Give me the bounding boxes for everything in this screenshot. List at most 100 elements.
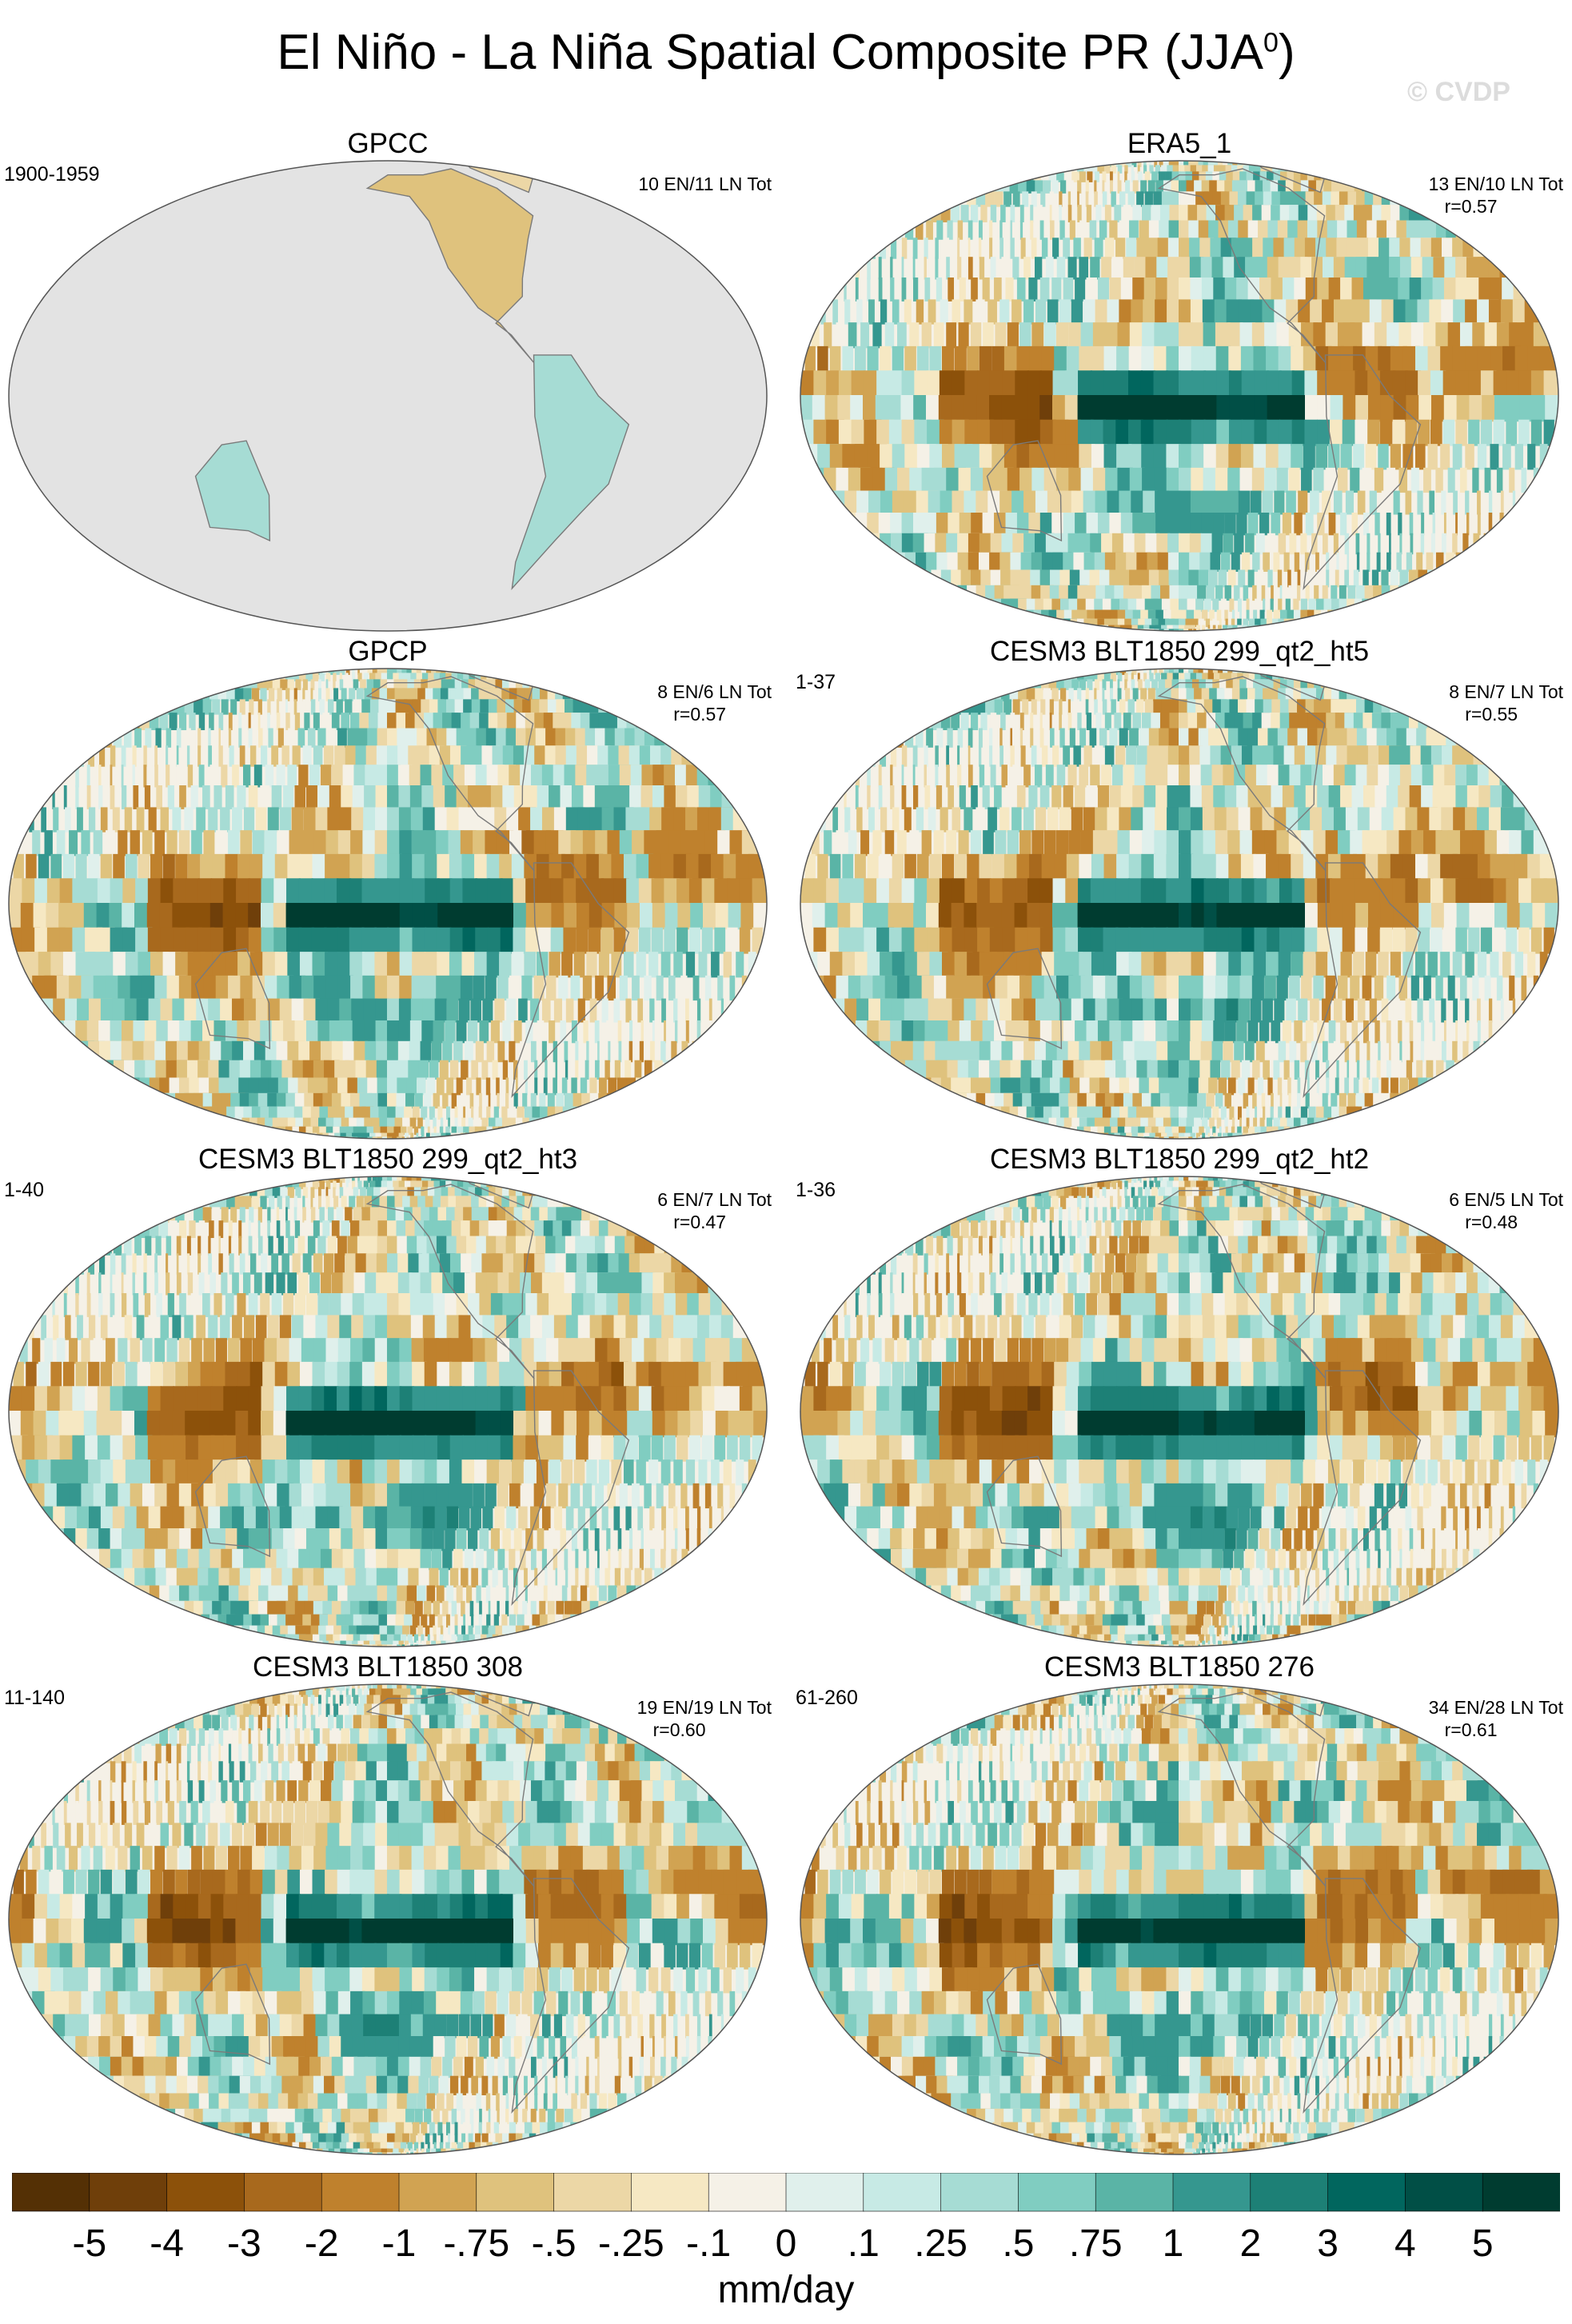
field-cell bbox=[325, 830, 340, 857]
field-cell bbox=[334, 669, 341, 675]
field-cell bbox=[1327, 853, 1345, 880]
field-cell bbox=[644, 1060, 652, 1080]
field-cell bbox=[533, 1132, 559, 1139]
field-cell bbox=[1128, 878, 1143, 905]
field-cell bbox=[448, 975, 461, 1001]
field-cell bbox=[982, 278, 990, 301]
field-cell bbox=[1304, 419, 1318, 446]
field-cell bbox=[1276, 629, 1299, 631]
field-cell bbox=[1171, 609, 1181, 621]
field-cell bbox=[1227, 625, 1234, 631]
field-cell bbox=[1306, 625, 1327, 631]
field-cell bbox=[1071, 629, 1099, 631]
field-cell bbox=[1229, 598, 1235, 613]
field-cell bbox=[398, 998, 413, 1023]
field-cell bbox=[1041, 745, 1048, 767]
field-cell bbox=[637, 998, 644, 1023]
field-cell bbox=[1187, 585, 1198, 601]
field-cell bbox=[462, 903, 477, 930]
field-cell bbox=[1519, 395, 1534, 422]
field-cell bbox=[1094, 688, 1097, 701]
cvdp-watermark: © CVDP bbox=[1407, 77, 1510, 107]
field-cell bbox=[1390, 444, 1401, 470]
field-cell bbox=[1465, 952, 1474, 978]
field-cell bbox=[1019, 220, 1023, 240]
field-cell bbox=[1483, 745, 1513, 767]
field-cell bbox=[1281, 625, 1298, 631]
field-cell bbox=[1077, 699, 1079, 715]
field-cell bbox=[891, 745, 897, 767]
field-cell bbox=[404, 1132, 409, 1139]
field-cell bbox=[1264, 830, 1281, 857]
field-cell bbox=[1331, 165, 1364, 174]
field-cell bbox=[1214, 299, 1230, 325]
field-cell bbox=[1236, 513, 1247, 536]
field-cell bbox=[1337, 467, 1348, 493]
field-cell bbox=[342, 1040, 358, 1063]
panel-title: ERA5_1 bbox=[1127, 128, 1232, 159]
field-cell bbox=[569, 679, 603, 690]
field-cell bbox=[397, 765, 413, 788]
field-cell bbox=[337, 878, 352, 905]
field-cell bbox=[1119, 728, 1128, 748]
field-cell bbox=[1355, 370, 1371, 397]
field-cell bbox=[1304, 370, 1320, 397]
field-cell bbox=[142, 830, 153, 857]
field-cell bbox=[1127, 191, 1135, 207]
field-cell bbox=[1158, 679, 1166, 690]
field-cell bbox=[1377, 688, 1409, 701]
field-cell bbox=[1005, 278, 1014, 301]
field-cell bbox=[1255, 618, 1263, 628]
field-cell bbox=[511, 853, 528, 880]
field-cell bbox=[1539, 952, 1548, 978]
field-cell bbox=[564, 1040, 569, 1063]
field-cell bbox=[1203, 444, 1218, 470]
field-cell bbox=[352, 673, 356, 681]
field-cell bbox=[445, 1126, 450, 1136]
field-cell bbox=[1052, 927, 1069, 954]
field-cell bbox=[638, 878, 655, 905]
field-cell bbox=[352, 1020, 367, 1044]
field-cell bbox=[1340, 444, 1352, 470]
field-cell bbox=[851, 370, 865, 397]
field-cell bbox=[1179, 1106, 1189, 1120]
field-cell bbox=[200, 853, 213, 880]
field-cell bbox=[878, 278, 883, 301]
field-cell bbox=[1377, 598, 1392, 613]
field-cell bbox=[1251, 322, 1268, 349]
field-cell bbox=[318, 679, 321, 690]
field-cell bbox=[942, 853, 955, 880]
field-cell bbox=[1179, 713, 1191, 731]
field-cell bbox=[482, 998, 493, 1023]
field-cell bbox=[824, 830, 832, 857]
field-cell bbox=[162, 853, 175, 880]
field-cell bbox=[1075, 278, 1086, 301]
field-cell bbox=[1063, 278, 1074, 301]
field-cell bbox=[1303, 345, 1319, 373]
field-cell bbox=[1315, 853, 1332, 880]
field-cell bbox=[1195, 1106, 1204, 1120]
field-cell bbox=[1103, 952, 1119, 978]
field-cell bbox=[1203, 830, 1219, 857]
field-cell bbox=[563, 1117, 581, 1129]
field-cell bbox=[995, 679, 1011, 690]
field-cell bbox=[529, 669, 565, 675]
field-cell bbox=[513, 927, 526, 954]
field-cell bbox=[964, 878, 979, 905]
field-cell bbox=[863, 552, 894, 572]
field-cell bbox=[229, 669, 253, 675]
field-cell bbox=[1283, 552, 1290, 572]
field-cell bbox=[1386, 513, 1391, 536]
field-cell bbox=[951, 205, 960, 223]
field-cell bbox=[271, 785, 282, 809]
field-cell bbox=[950, 688, 968, 701]
field-cell bbox=[446, 1077, 454, 1096]
field-cell bbox=[361, 903, 377, 930]
field-cell bbox=[1141, 444, 1156, 470]
field-cell bbox=[1001, 395, 1017, 422]
field-cell bbox=[44, 830, 53, 857]
field-cell bbox=[1273, 609, 1280, 621]
field-cell bbox=[1355, 1040, 1360, 1063]
field-cell bbox=[501, 1117, 512, 1129]
field-cell bbox=[387, 1020, 401, 1044]
